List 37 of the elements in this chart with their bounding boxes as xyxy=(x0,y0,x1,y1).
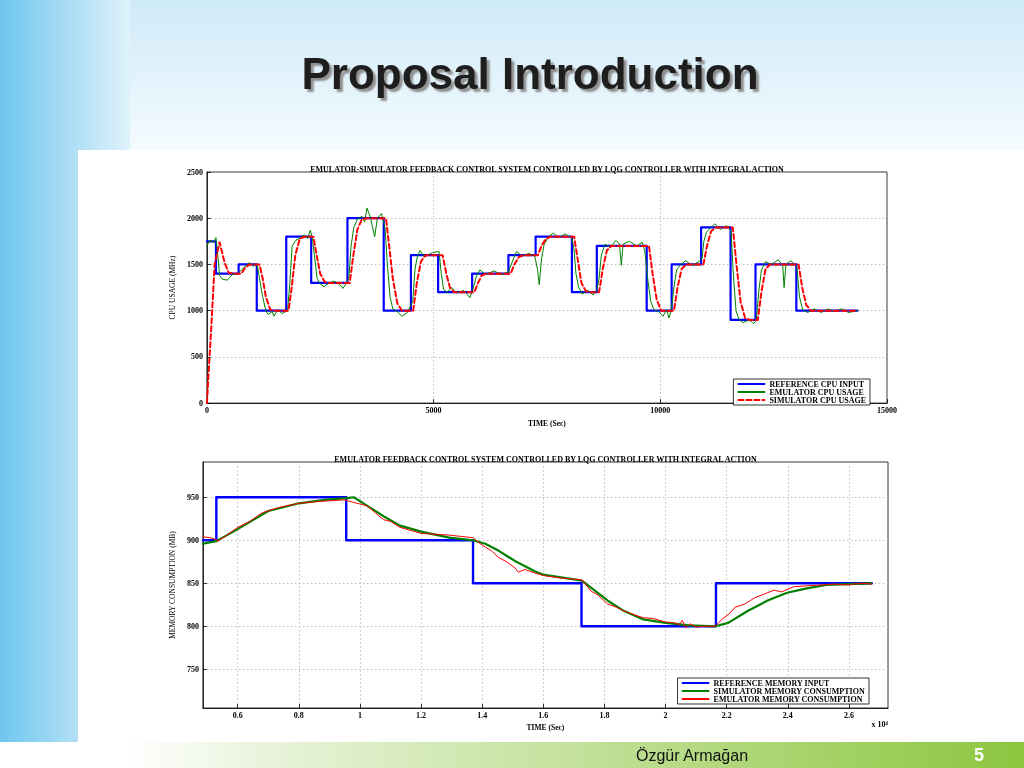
y-tick-label: 2000 xyxy=(186,213,203,223)
legend-label: SIMULATOR CPU USAGE xyxy=(769,395,866,405)
legend-label: SIMULATOR MEMORY CONSUMPTION xyxy=(713,686,865,696)
x-tick-label: 0.8 xyxy=(293,710,304,720)
x-tick-label: 2.4 xyxy=(782,710,793,720)
x-tick-label: 1.8 xyxy=(599,710,610,720)
x-tick-label: 1.2 xyxy=(416,710,427,720)
y-tick-label: 850 xyxy=(186,578,199,588)
y-tick-label: 750 xyxy=(186,664,199,674)
y-tick-label: 0 xyxy=(198,398,203,408)
x-tick-label: 1.4 xyxy=(477,710,488,720)
legend-label: EMULATOR CPU USAGE xyxy=(769,387,864,397)
text: Özgür Armağan xyxy=(636,746,749,766)
y-tick-label: 900 xyxy=(186,535,199,545)
legend-label: EMULATOR MEMORY CONSUMPTION xyxy=(713,694,863,704)
y-tick-label: 800 xyxy=(186,621,199,631)
y-tick-label: 500 xyxy=(190,352,203,362)
y-tick-label: 2500 xyxy=(186,167,203,177)
x-tick-label: 1 xyxy=(357,710,362,720)
y-tick-label: 950 xyxy=(186,492,199,502)
text: Proposal Introduction xyxy=(300,48,760,100)
chart-title: EMULATOR-SIMULATOR FEEDBACK CONTROL SYSTEM CONTROLLED BY LQG CONTROLLER WITH INTEGRAL ACTION xyxy=(310,164,785,174)
x-tick-label: 1.6 xyxy=(538,710,549,720)
x-tick-label: 0.6 xyxy=(232,710,243,720)
chart-title: EMULATOR FEEDBACK CONTROL SYSTEM CONTROLLED BY LQG CONTROLLER WITH INTEGRAL ACTION xyxy=(334,454,757,464)
y-tick-label: 1000 xyxy=(186,306,203,316)
x-tick-label: 5000 xyxy=(425,405,442,415)
x-tick-label: 10000 xyxy=(650,405,671,415)
x-tick-label: 2.6 xyxy=(843,710,854,720)
y-tick-label: 1500 xyxy=(186,259,203,269)
x-tick-label: 2 xyxy=(663,710,668,720)
text: 5 xyxy=(973,744,985,766)
legend-label: REFERENCE CPU INPUT xyxy=(769,379,865,389)
legend-label: REFERENCE MEMORY INPUT xyxy=(713,678,831,688)
x-tick-label: 15000 xyxy=(877,405,897,415)
x-tick-label: 2.2 xyxy=(721,710,732,720)
text: x 10⁴ xyxy=(871,719,889,729)
